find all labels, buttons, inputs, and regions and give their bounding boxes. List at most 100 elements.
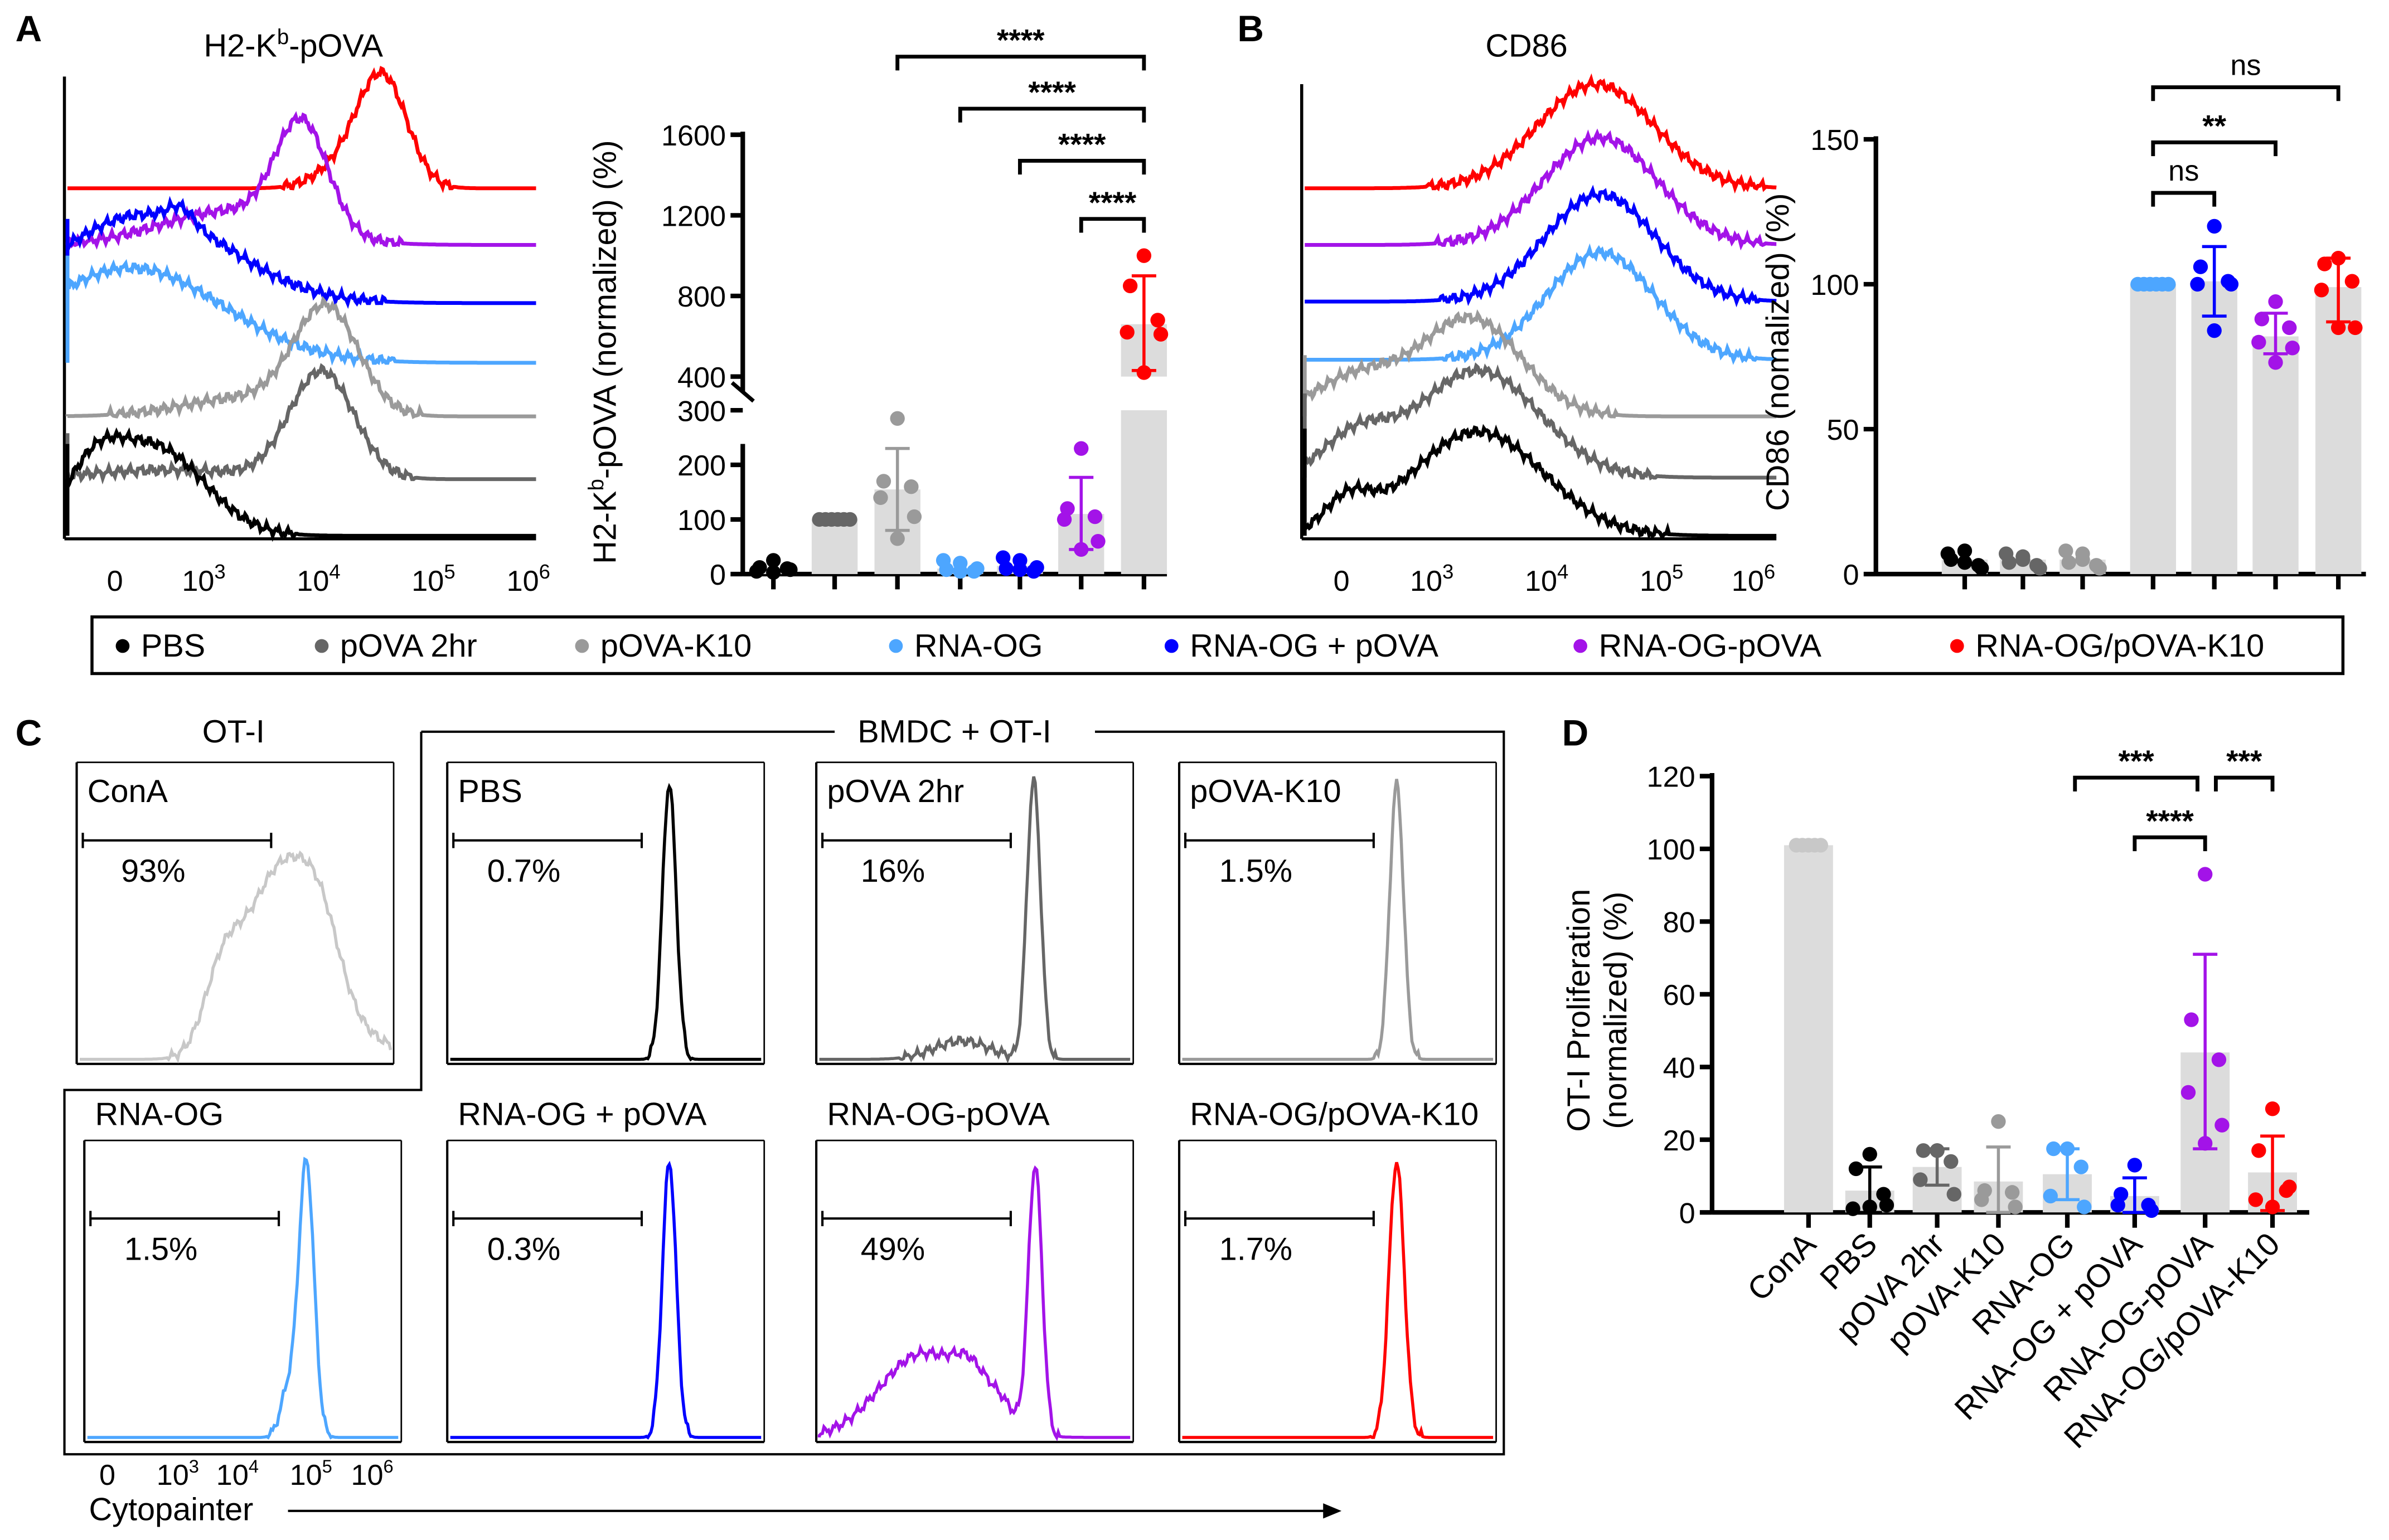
data-point (996, 550, 1011, 565)
panel-c-histograms: OT-I BMDC + OT-I Cytopainter ConA 93% PBS 0… (63, 714, 1505, 1527)
y-tick-label: 400 (677, 362, 726, 394)
data-point (1940, 546, 1955, 561)
y-tick-label: 0 (710, 559, 726, 591)
flow-histogram-2: PBS 0.7% (446, 761, 765, 1065)
x-tick-label: 103 (1410, 560, 1453, 597)
x-axis-label-cytopainter: Cytopainter (89, 1492, 254, 1527)
data-point (2268, 294, 2283, 309)
data-point (1974, 1192, 1989, 1207)
data-point (2127, 1158, 2143, 1173)
legend-item-label: RNA-OG + pOVA (1190, 628, 1438, 664)
data-point (766, 553, 781, 568)
data-point (1057, 512, 1072, 527)
data-point (2254, 312, 2270, 327)
gate-bar (452, 1211, 643, 1226)
y-tick-label: 20 (1663, 1125, 1695, 1157)
data-point (2265, 1101, 2280, 1116)
x-tick-label: 0 (107, 565, 123, 597)
significance-label: *** (2119, 744, 2155, 778)
panel-label-d: D (1562, 712, 1589, 754)
data-point (1957, 543, 1973, 558)
group-label-ot1: OT-I (202, 714, 265, 750)
histogram-curve-rna-og-pova (65, 111, 536, 250)
gate-bar (1184, 1211, 1375, 1226)
histogram-curve (1182, 779, 1494, 1061)
data-point (1944, 1154, 1959, 1169)
gate-percent: 0.3% (487, 1231, 560, 1267)
bar-chart-b: 0 50 100 150 ns**ns CD86 (nomalized) (%) (1760, 50, 2366, 591)
gate-percent: 1.5% (124, 1231, 197, 1267)
data-point (2046, 1141, 2061, 1157)
gate-percent: 1.7% (1219, 1231, 1292, 1267)
data-point (2344, 274, 2360, 289)
data-point (749, 563, 764, 579)
significance-label: **** (997, 23, 1045, 57)
gate-bar (89, 1211, 280, 1226)
y-axis-label: OT-I Proliferation (1561, 889, 1597, 1132)
legend-item-label: RNA-OG/pOVA-K10 (1975, 628, 2264, 664)
significance-label: ns (2230, 50, 2261, 82)
data-point (2198, 1136, 2213, 1151)
significance-bracket (2151, 191, 2217, 207)
data-point (2251, 334, 2266, 350)
histogram-a: 0 103 104 105 106 (62, 66, 550, 597)
data-point (1991, 1114, 2006, 1129)
data-point (1946, 1187, 1961, 1202)
histogram-curve-pova-2hr (65, 363, 536, 485)
bar (2252, 336, 2299, 574)
data-point (1029, 560, 1044, 575)
data-point (2032, 561, 2047, 576)
data-point (1153, 327, 1169, 342)
y-tick-label: 40 (1663, 1052, 1695, 1085)
x-tick-label: 104 (297, 560, 340, 597)
histogram-b: 0 103 104 105 106 (1300, 73, 1777, 597)
y-tick-label: 1600 (661, 120, 726, 152)
histogram-curve (87, 1157, 399, 1440)
data-point (2061, 555, 2076, 570)
y-tick-label: 0 (1843, 559, 1859, 591)
bar (1784, 845, 1833, 1213)
data-point (2207, 323, 2222, 338)
significance-bracket (2073, 775, 2199, 791)
x-tick-label: 105 (290, 1456, 332, 1492)
data-point (783, 562, 798, 577)
data-point (2180, 1085, 2196, 1100)
hist-a-title: H2-Kb-pOVA (204, 26, 384, 64)
plot-label: PBS (458, 774, 522, 809)
data-point (2184, 1012, 2199, 1027)
legend-marker (115, 639, 130, 653)
data-point (2223, 276, 2239, 292)
data-point (1845, 1201, 1860, 1216)
data-point (2144, 1203, 2159, 1218)
x-tick-label: 104 (216, 1456, 259, 1492)
flow-histogram-7: RNA-OG-pOVA 49% (815, 1097, 1135, 1444)
data-point (766, 565, 781, 580)
histogram-curve-rna-og-pova-k10 (67, 66, 536, 193)
gate-bar (81, 833, 273, 848)
data-point (890, 411, 905, 426)
y-tick-label: 0 (1679, 1197, 1695, 1230)
y-tick-label: 80 (1663, 907, 1695, 939)
group-label-bmdc: BMDC + OT-I (857, 714, 1051, 750)
data-point (2211, 1052, 2227, 1067)
data-point (2058, 543, 2073, 558)
data-point (2251, 1143, 2266, 1158)
gate-percent: 16% (861, 853, 925, 889)
panel-label-a: A (16, 8, 42, 49)
data-point (1930, 1143, 1945, 1158)
data-point (2282, 1179, 2297, 1194)
x-tick-label: 106 (507, 560, 550, 597)
plot-label: RNA-OG/pOVA-K10 (1190, 1097, 1479, 1133)
histogram-curve-rna-og (1305, 243, 1777, 365)
data-point (1074, 441, 1089, 456)
data-point (936, 553, 951, 568)
histogram-curve (817, 1165, 1131, 1441)
x-tick-label: ConA (1741, 1226, 1823, 1308)
legend-box (90, 615, 2345, 676)
data-point (1879, 1198, 1894, 1213)
gate-bar (821, 833, 1012, 848)
y-axis-label: CD86 (nomalized) (%) (1760, 193, 1796, 511)
significance-bracket (2133, 835, 2207, 852)
legend-marker (314, 639, 329, 653)
data-point (2092, 561, 2107, 576)
